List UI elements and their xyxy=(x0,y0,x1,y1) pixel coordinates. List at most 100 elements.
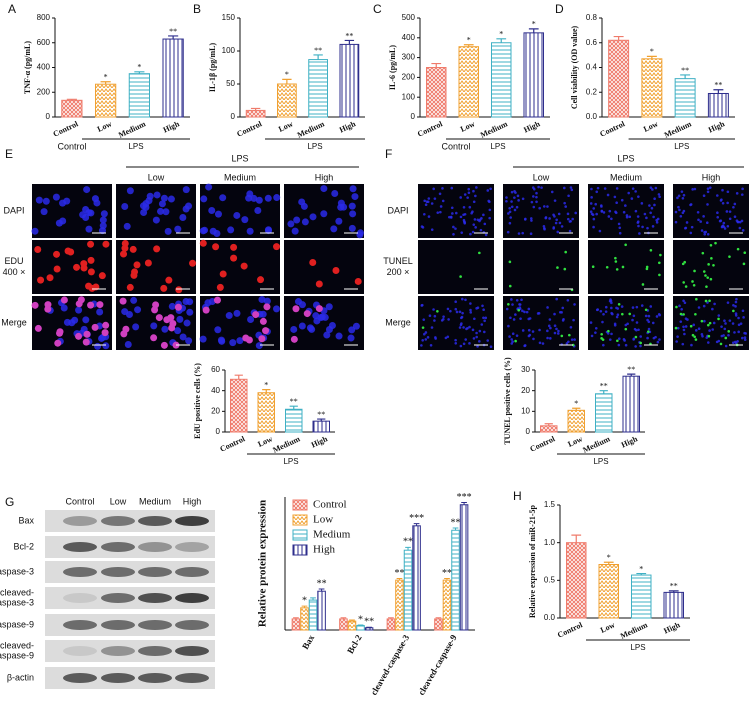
nucleus xyxy=(610,306,613,310)
bar xyxy=(317,590,326,631)
nucleus xyxy=(682,328,686,332)
stained-cell xyxy=(121,239,129,247)
legend-swatch xyxy=(292,514,308,526)
nucleus xyxy=(444,336,448,340)
nucleus xyxy=(515,298,519,302)
nucleus xyxy=(486,189,490,192)
stained-cell xyxy=(571,343,575,347)
nucleus xyxy=(484,316,488,320)
nucleus xyxy=(441,187,444,190)
nucleus xyxy=(553,324,557,328)
group-label: LPS xyxy=(490,142,505,151)
stained-cell xyxy=(624,327,628,331)
stained-cell xyxy=(315,280,323,288)
nucleus xyxy=(692,323,696,327)
nucleus xyxy=(424,203,428,207)
nucleus xyxy=(440,319,444,322)
nucleus xyxy=(233,309,241,317)
nucleus xyxy=(640,202,644,205)
nucleus xyxy=(631,306,635,309)
nucleus xyxy=(647,327,651,331)
nucleus xyxy=(611,312,614,316)
stained-cell xyxy=(56,329,64,337)
error-bar xyxy=(405,546,411,551)
stained-cell xyxy=(693,269,696,273)
bar xyxy=(434,618,443,631)
nucleus xyxy=(514,313,517,316)
error-bar xyxy=(528,28,539,33)
bar xyxy=(308,59,328,118)
nucleus xyxy=(555,218,558,222)
nucleus xyxy=(349,185,357,193)
nucleus xyxy=(717,314,721,317)
row-label: Merge xyxy=(1,317,27,327)
nucleus xyxy=(654,186,658,190)
nucleus xyxy=(291,227,299,235)
nucleus xyxy=(259,310,267,318)
nucleus xyxy=(737,316,740,320)
nucleus xyxy=(446,335,450,339)
nucleus xyxy=(176,315,184,323)
x-tick-label: cleaved-caspase-3 xyxy=(369,633,412,697)
significance: * xyxy=(574,399,578,408)
stained-cell xyxy=(175,286,183,294)
nucleus xyxy=(569,325,573,329)
nucleus xyxy=(549,326,552,330)
nucleus xyxy=(569,219,572,223)
stained-cell xyxy=(517,308,521,312)
nucleus xyxy=(432,187,435,191)
nucleus xyxy=(527,317,531,321)
nucleus xyxy=(42,197,50,205)
error-bar xyxy=(444,577,450,581)
nucleus xyxy=(469,232,472,236)
y-tick-label: 300 xyxy=(402,53,416,62)
stained-cell xyxy=(303,310,311,318)
nucleus xyxy=(675,340,678,343)
nucleus xyxy=(245,194,253,202)
nucleus xyxy=(458,310,462,314)
nucleus xyxy=(63,197,71,205)
nucleus xyxy=(726,190,730,194)
nucleus xyxy=(156,207,164,215)
nucleus xyxy=(227,226,235,234)
x-tick-label: Low xyxy=(599,620,617,635)
stained-cell xyxy=(290,335,298,343)
nucleus xyxy=(482,213,485,217)
nucleus xyxy=(602,312,605,316)
column-label: Low xyxy=(110,496,127,506)
error-bar xyxy=(680,74,691,79)
nucleus xyxy=(439,205,443,208)
nucleus xyxy=(566,212,570,216)
nucleus xyxy=(102,342,110,350)
nucleus xyxy=(617,337,621,341)
x-tick-label: Control xyxy=(235,119,264,139)
nucleus xyxy=(734,305,737,308)
nucleus xyxy=(731,322,735,325)
error-bar xyxy=(396,577,403,581)
nucleus xyxy=(213,229,221,237)
nucleus xyxy=(123,222,131,230)
bar xyxy=(162,38,184,118)
stained-cell xyxy=(695,297,698,301)
x-tick-label: Medium xyxy=(296,119,326,140)
panel-label: F xyxy=(385,147,392,161)
error-bar xyxy=(168,35,179,40)
nucleus xyxy=(557,212,561,216)
nucleus xyxy=(308,325,316,333)
x-tick-label: Control xyxy=(529,434,558,454)
nucleus xyxy=(139,202,147,210)
nucleus xyxy=(676,335,679,338)
row-label: Caspase-9 xyxy=(0,650,34,660)
nucleus xyxy=(591,213,595,217)
nucleus xyxy=(739,322,743,325)
nucleus xyxy=(429,343,433,347)
stained-cell xyxy=(647,330,650,333)
nucleus xyxy=(349,210,357,218)
nucleus xyxy=(602,211,606,214)
stained-cell xyxy=(257,276,265,284)
blot-band xyxy=(138,673,172,683)
nucleus xyxy=(676,196,679,200)
nucleus xyxy=(538,206,541,210)
column-label: Control xyxy=(65,496,94,506)
error-bar xyxy=(431,62,442,68)
